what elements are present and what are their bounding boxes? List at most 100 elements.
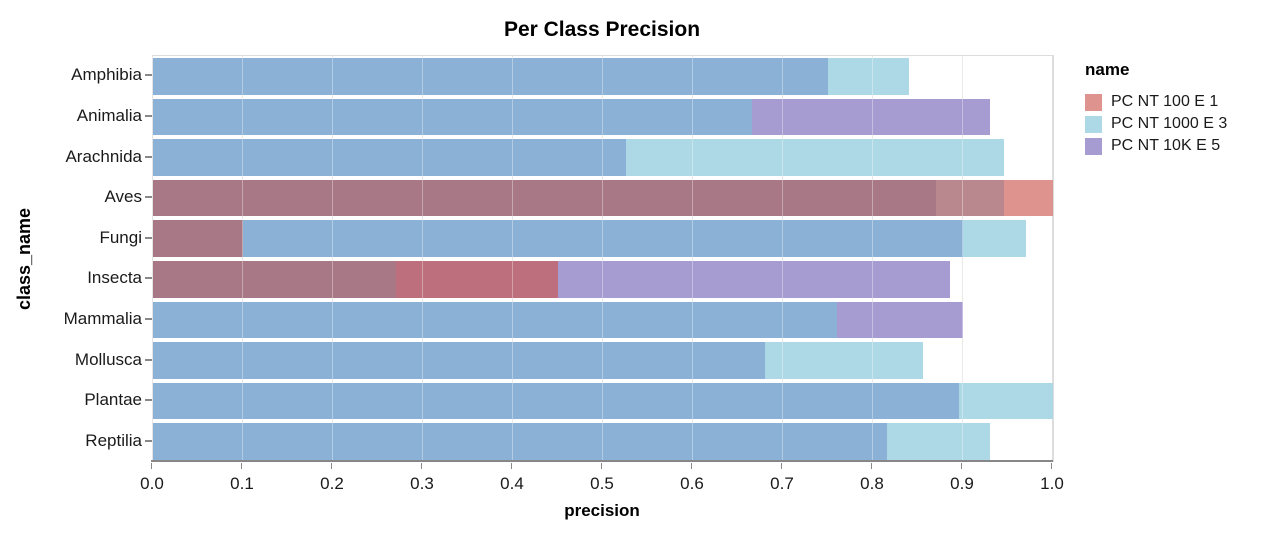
bar-segment	[751, 98, 990, 136]
y-category-label: Mollusca	[74, 349, 142, 369]
gridline	[512, 56, 513, 462]
chart-title: Per Class Precision	[503, 18, 701, 41]
x-axis-tick	[241, 463, 242, 469]
x-axis-tick	[781, 463, 782, 469]
bar-row	[153, 423, 1053, 460]
x-axis-tick	[691, 463, 692, 469]
legend-swatch	[1085, 93, 1102, 111]
x-tick-label: 0.1	[230, 474, 254, 493]
x-axis-tick	[331, 463, 332, 469]
bar-segment	[963, 220, 1026, 257]
bar-segment	[153, 423, 887, 460]
bar-row	[153, 261, 1053, 298]
bar-row	[153, 382, 1053, 420]
legend-item: PC NT 10K E 5	[1085, 135, 1285, 157]
y-axis-tick	[145, 399, 152, 402]
gridline	[872, 56, 873, 462]
y-category-label: Reptilia	[85, 430, 142, 450]
y-axis-tick	[145, 114, 152, 117]
y-axis-tick	[145, 358, 152, 361]
x-axis-tick	[1051, 463, 1052, 469]
bar-row	[153, 179, 1053, 217]
x-tick-label: 0.0	[140, 474, 164, 493]
gridline	[332, 56, 333, 462]
y-axis-tick	[145, 277, 152, 280]
gridline-overlay	[872, 56, 873, 462]
gridline-overlay	[962, 56, 963, 462]
gridline	[242, 56, 243, 462]
bar-segment	[153, 342, 765, 379]
bar-segment	[153, 139, 626, 176]
x-tick-label: 0.7	[770, 474, 794, 493]
bar-row	[153, 98, 1053, 136]
y-axis-tick	[145, 236, 152, 239]
legend-swatch	[1085, 137, 1102, 155]
bar-segment	[153, 98, 752, 136]
legend-swatch	[1085, 115, 1102, 133]
y-axis-tick	[145, 317, 152, 320]
gridline-overlay	[242, 56, 243, 462]
gridline-overlay	[782, 56, 783, 462]
gridline-overlay	[512, 56, 513, 462]
x-tick-label: 0.5	[590, 474, 614, 493]
bar-segment	[243, 220, 963, 257]
bar-row	[153, 58, 1053, 95]
bar-segment	[153, 301, 837, 339]
bar-segment	[396, 261, 558, 298]
legend-title: name	[1085, 60, 1130, 79]
y-category-label: Aves	[104, 187, 143, 207]
bar-row	[153, 301, 1053, 339]
gridline	[1052, 56, 1053, 462]
x-axis-line	[151, 460, 1053, 462]
legend-label: PC NT 1000 E 3	[1111, 115, 1228, 132]
x-axis-tick	[511, 463, 512, 469]
y-axis-tick	[145, 74, 152, 77]
gridline	[782, 56, 783, 462]
bar-segment	[828, 58, 909, 95]
y-axis-tick	[145, 155, 152, 158]
bar-segment	[625, 139, 1004, 176]
x-tick-label: 0.4	[500, 474, 524, 493]
bar-segment	[558, 261, 950, 298]
x-axis-tick	[601, 463, 602, 469]
y-axis-tick	[145, 196, 152, 199]
legend-label: PC NT 10K E 5	[1111, 137, 1221, 154]
bar-segment	[958, 382, 1053, 420]
y-category-label: Amphibia	[71, 65, 142, 85]
legend: name PC NT 100 E 1 PC NT 1000 E 3 PC NT 10…	[1085, 60, 1285, 157]
y-axis-tick	[145, 439, 152, 442]
legend-item: PC NT 1000 E 3	[1085, 113, 1285, 135]
gridline-overlay	[602, 56, 603, 462]
bar-segment	[153, 220, 243, 257]
legend-label: PC NT 100 E 1	[1111, 93, 1219, 110]
y-category-label: Fungi	[99, 227, 142, 247]
bar-segment	[936, 179, 1004, 217]
bar-segment	[837, 301, 963, 339]
bar-segment	[765, 342, 923, 379]
x-tick-label: 0.8	[860, 474, 884, 493]
gridline	[692, 56, 693, 462]
x-axis-tick	[421, 463, 422, 469]
gridline-overlay	[692, 56, 693, 462]
x-tick-label: 1.0	[1040, 474, 1064, 493]
x-tick-label: 0.3	[410, 474, 434, 493]
gridline-overlay	[422, 56, 423, 462]
bar-segment	[153, 58, 828, 95]
x-axis-tick	[151, 463, 152, 469]
x-tick-label: 0.9	[950, 474, 974, 493]
x-axis-tick	[871, 463, 872, 469]
bar-row	[153, 342, 1053, 379]
y-category-label: Plantae	[84, 390, 142, 410]
y-category-label: Mammalia	[63, 308, 142, 328]
bar-segment	[153, 261, 396, 298]
x-axis-title: precision	[564, 501, 640, 520]
gridline	[962, 56, 963, 462]
bar-row	[153, 220, 1053, 257]
bar-segment	[1003, 179, 1053, 217]
y-category-label: Insecta	[87, 268, 142, 288]
bar-row	[153, 139, 1053, 176]
x-tick-label: 0.2	[320, 474, 344, 493]
gridline	[422, 56, 423, 462]
plot-area	[152, 55, 1054, 462]
